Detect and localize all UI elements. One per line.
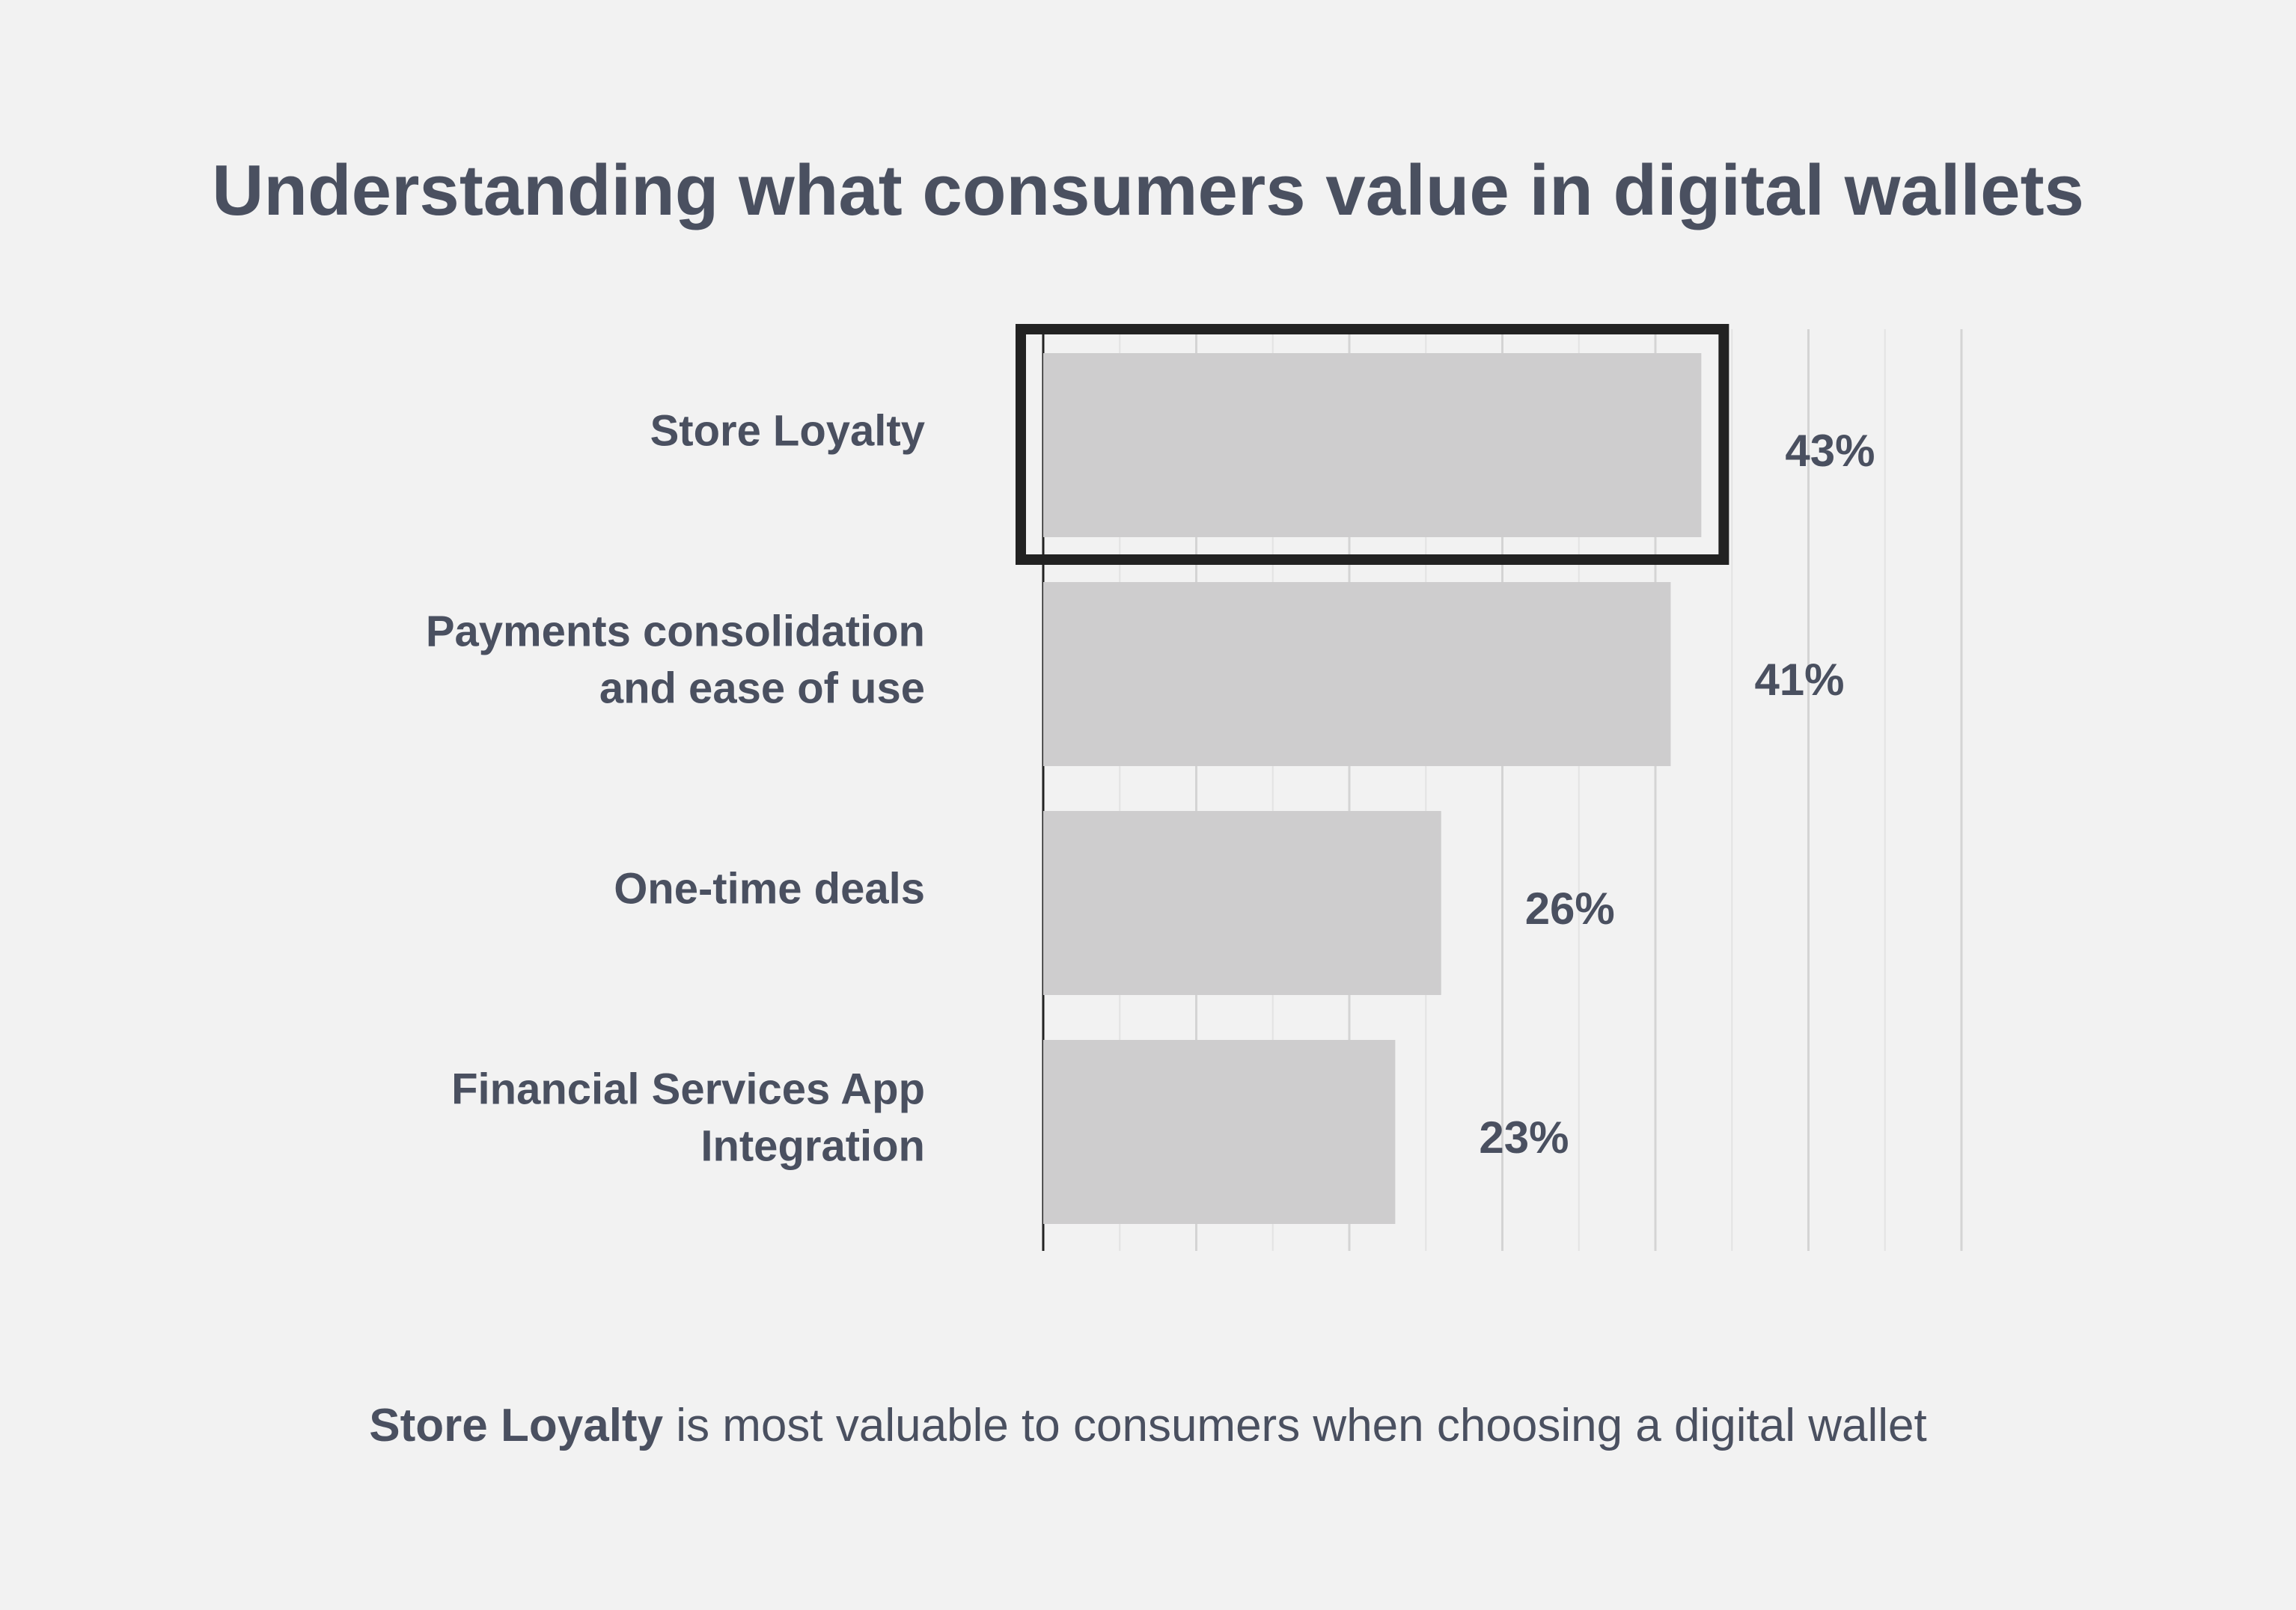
bar xyxy=(1043,582,1671,766)
footnote-emphasis: Store Loyalty xyxy=(369,1400,664,1451)
annotations xyxy=(1016,324,1729,565)
category-label-line: and ease of use xyxy=(599,664,925,712)
category-label: Financial Services App Integration xyxy=(451,1065,925,1170)
category-label: Store Loyalty xyxy=(650,406,925,455)
value-labels: 43% 41% 26% 23% xyxy=(1479,426,1875,1163)
value-label: 43% xyxy=(1785,426,1875,476)
bar xyxy=(1043,353,1702,537)
category-labels: Store Loyalty Payments consolidation and e… xyxy=(426,406,925,1170)
category-label-line: Integration xyxy=(700,1121,925,1170)
value-label: 23% xyxy=(1479,1112,1569,1163)
highlight-box xyxy=(1016,324,1729,565)
bar xyxy=(1043,1040,1396,1224)
category-label: One-time deals xyxy=(614,864,925,913)
category-label-line: Payments consolidation xyxy=(426,607,925,655)
footnote: Store Loyalty is most valuable to consum… xyxy=(0,1399,2296,1452)
chart-title: Understanding what consumers value in di… xyxy=(212,150,2084,230)
category-label-line: Store Loyalty xyxy=(650,406,925,455)
category-label-line: Financial Services App xyxy=(451,1065,925,1113)
category-label: Payments consolidation and ease of use xyxy=(426,607,925,712)
value-label: 26% xyxy=(1525,884,1615,934)
bar xyxy=(1043,811,1441,995)
value-label: 41% xyxy=(1754,655,1844,705)
footnote-text: is most valuable to consumers when choos… xyxy=(663,1400,1927,1451)
bars xyxy=(1043,353,1702,1224)
category-label-line: One-time deals xyxy=(614,864,925,913)
